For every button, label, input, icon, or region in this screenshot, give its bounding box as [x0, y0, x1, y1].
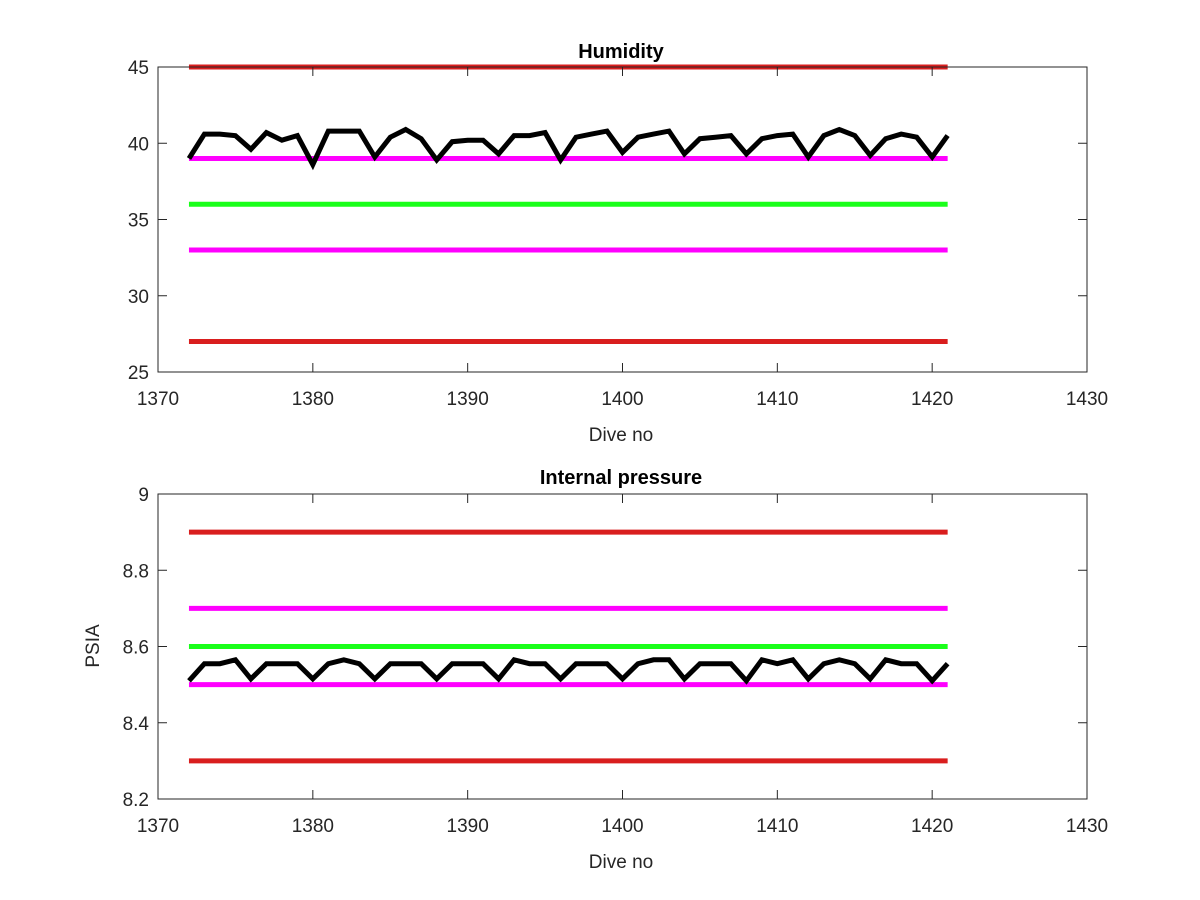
- humidity-x-axis-label: Dive no: [589, 425, 653, 446]
- humidity-y-tick-label: 25: [128, 363, 149, 384]
- humidity-y-tick-label: 35: [128, 211, 149, 232]
- humidity-series-group: [186, 126, 950, 171]
- pressure-y-axis-label: PSIA: [83, 624, 104, 668]
- humidity-x-tick-label: 1410: [756, 389, 798, 410]
- humidity-x-tick-label: 1420: [911, 389, 953, 410]
- humidity-x-tick-label: 1390: [447, 389, 489, 410]
- pressure-y-tick-label: 8.4: [123, 714, 150, 735]
- pressure-x-tick-label: 1430: [1066, 816, 1108, 837]
- pressure-y-tick-label: 8.8: [123, 561, 149, 582]
- humidity-data-series-0: [186, 126, 950, 171]
- pressure-title: Internal pressure: [540, 467, 702, 489]
- humidity-x-ticks: 1370 1380 1390 1400 1410 1420 1430: [137, 67, 1108, 410]
- pressure-x-tick-label: 1390: [447, 816, 489, 837]
- pressure-x-tick-label: 1400: [601, 816, 643, 837]
- pressure-x-tick-label: 1410: [756, 816, 798, 837]
- internal-pressure-subplot: 1370 1380 1390 1400 1410 1420 1430 8.28.48.68.…: [83, 467, 1108, 873]
- humidity-y-tick-label: 45: [128, 58, 149, 79]
- pressure-x-ticks: 1370 1380 1390 1400 1410 1420 1430: [137, 494, 1108, 837]
- pressure-x-tick-label: 1420: [911, 816, 953, 837]
- pressure-reference-lines: [188, 529, 948, 764]
- humidity-x-tick-label: 1380: [292, 389, 334, 410]
- humidity-subplot: 1370 1380 1390 1400 1410 1420 1430 2530354045 …: [128, 41, 1108, 446]
- humidity-y-tick-label: 30: [128, 287, 149, 308]
- humidity-title: Humidity: [578, 41, 664, 63]
- humidity-x-tick-label: 1400: [601, 389, 643, 410]
- pressure-data-series-0: [187, 656, 950, 685]
- pressure-x-tick-label: 1370: [137, 816, 179, 837]
- humidity-x-tick-label: 1370: [137, 389, 179, 410]
- humidity-y-ticks: 25 30 35 40 45: [128, 58, 1087, 384]
- pressure-y-ticks: 8.2 8.4 8.6 8.8 9: [123, 485, 1087, 811]
- pressure-y-tick-label: 9: [138, 485, 149, 506]
- pressure-x-tick-label: 1380: [292, 816, 334, 837]
- humidity-x-tick-label: 1430: [1066, 389, 1108, 410]
- humidity-y-tick-label: 40: [128, 134, 149, 155]
- pressure-x-axis-label: Dive no: [589, 852, 653, 873]
- pressure-series-group: [187, 656, 950, 685]
- humidity-axes-background: [158, 67, 1087, 372]
- pressure-y-tick-label: 8.6: [123, 638, 149, 659]
- pressure-y-tick-label: 8.2: [123, 790, 149, 811]
